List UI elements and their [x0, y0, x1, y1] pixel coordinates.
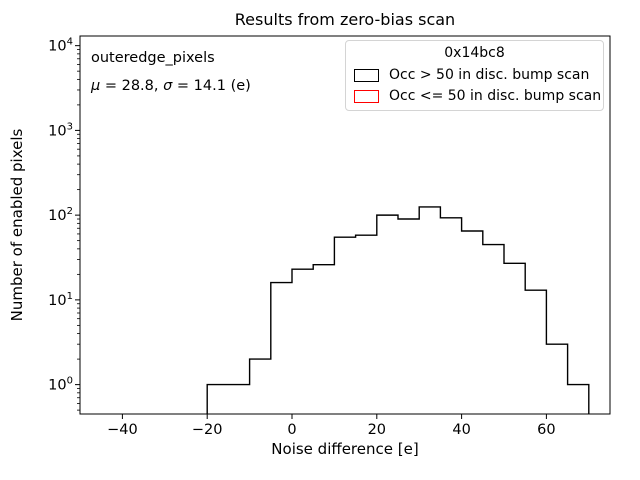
legend-patch-occ-le-50 [354, 89, 379, 103]
y-axis-label: Number of enabled pixels [8, 128, 26, 322]
legend-patch-occ-gt-50 [354, 68, 379, 82]
legend-row-occ-le-50: Occ <= 50 in disc. bump scan [354, 88, 601, 104]
y-tick-label: 102 [48, 206, 73, 224]
x-tick-label: −40 [107, 422, 138, 438]
x-tick-label: 60 [537, 422, 555, 438]
x-tick-label: 0 [287, 422, 296, 438]
legend-label-occ-gt-50: Occ > 50 in disc. bump scan [389, 67, 590, 83]
legend-row-occ-gt-50: Occ > 50 in disc. bump scan [354, 67, 595, 83]
histogram-step-series-0 [206, 206, 590, 414]
sigma-value: = 14.1 (e) [172, 78, 251, 94]
annotation-dataset-label: outeredge_pixels [91, 50, 215, 66]
stats-annotation: outeredge_pixels μ = 28.8, σ = 14.1 (e) [91, 44, 251, 100]
y-tick-label: 100 [48, 376, 73, 394]
mu-value: = 28.8, [100, 78, 164, 94]
legend-box: 0x14bc8 Occ > 50 in disc. bump scan Occ … [345, 40, 604, 111]
x-axis-label: Noise difference [e] [271, 440, 419, 458]
chart-title: Results from zero-bias scan [234, 10, 456, 29]
legend-label-occ-le-50: Occ <= 50 in disc. bump scan [389, 88, 602, 104]
x-tick-label: −20 [192, 422, 223, 438]
y-tick-label: 101 [48, 291, 73, 309]
annotation-mu-sigma: μ = 28.8, σ = 14.1 (e) [91, 72, 251, 100]
y-tick-label: 103 [48, 121, 73, 139]
legend-title: 0x14bc8 [444, 45, 505, 61]
y-tick-label: 104 [48, 37, 73, 55]
sigma-symbol: σ [163, 78, 173, 94]
mu-symbol: μ [91, 78, 101, 94]
x-tick-label: 20 [368, 422, 386, 438]
plot-frame [79, 35, 611, 415]
x-tick-label: 40 [452, 422, 470, 438]
